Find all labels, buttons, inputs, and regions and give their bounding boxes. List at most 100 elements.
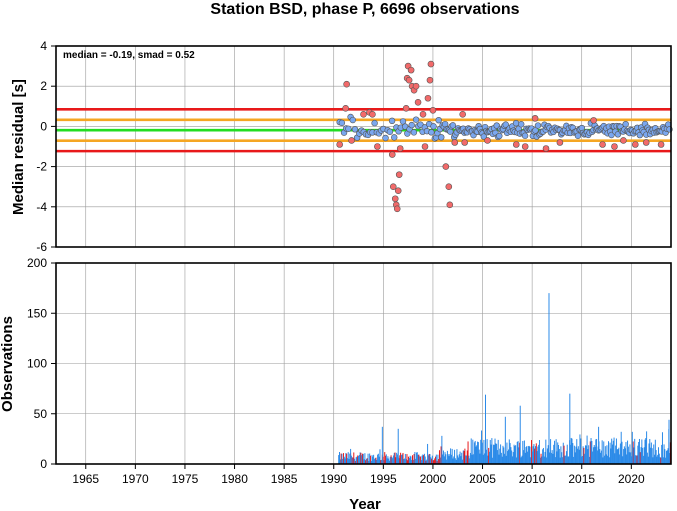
outlier-point (388, 151, 396, 158)
y-tick-label: 4 (40, 39, 47, 53)
residual-plot-frame (55, 45, 672, 248)
outlier-point (451, 139, 459, 146)
y-tick-label: 200 (27, 256, 47, 270)
x-tick-label: 2010 (519, 472, 546, 486)
y-tick-label: -6 (36, 240, 47, 254)
outlier-point (611, 143, 618, 150)
y-tick-label: 150 (27, 306, 47, 320)
outlier-point (414, 98, 422, 106)
residual-point (408, 121, 415, 129)
outlier-point (531, 115, 539, 122)
y-tick-label: 2 (40, 79, 47, 93)
y-tick-label: -2 (36, 160, 47, 174)
residual-point (502, 121, 509, 128)
x-tick-label: 2000 (420, 472, 447, 486)
x-tick-label: 1990 (320, 472, 347, 486)
outlier-point (445, 183, 453, 190)
outlier-point (631, 141, 639, 148)
outlier-point (442, 163, 450, 170)
residual-point (518, 121, 525, 128)
outlier-point (421, 143, 429, 150)
y-tick-label: 0 (40, 119, 47, 133)
outlier-point (642, 139, 650, 146)
residual-panel: -6 -4 -2 0 2 4 median = -0.19, smad = 0.52 Me… (10, 39, 673, 254)
residual-point (447, 128, 454, 135)
x-tick-label: 1980 (221, 472, 248, 486)
outlier-point (394, 187, 402, 195)
outlier-point (343, 80, 350, 88)
outlier-point (446, 201, 454, 209)
residual-point (532, 127, 539, 134)
residual-point (622, 120, 629, 128)
residual-point (480, 133, 488, 140)
outlier-point (389, 183, 397, 190)
outlier-point (395, 171, 403, 178)
residual-point (521, 132, 529, 139)
residual-point (496, 132, 503, 140)
outlier-point (393, 205, 401, 213)
outlier-point (419, 111, 427, 118)
observations-y-ticks: 0 50 100 150 200 (27, 256, 56, 471)
outlier-point (412, 82, 420, 90)
residual-point (391, 134, 398, 141)
residual-point (338, 119, 346, 127)
observations-panel: 0 50 100 150 200 1965 1970 1975 1980 1985 1990 199… (0, 256, 672, 511)
chart-title: Station BSD, phase P, 6696 observations (210, 1, 519, 18)
outlier-point (426, 76, 434, 84)
outlier-point (620, 137, 627, 144)
outlier-point (484, 137, 491, 144)
x-tick-label: 2005 (469, 472, 496, 486)
x-tick-label: 1975 (172, 472, 199, 486)
outlier-point (599, 141, 606, 148)
outlier-point (348, 137, 355, 144)
outlier-point (374, 143, 381, 150)
y-tick-label: -4 (36, 200, 47, 214)
x-tick-label: 2015 (568, 472, 595, 486)
y-tick-label: 50 (34, 407, 48, 421)
residual-point (388, 117, 396, 125)
x-tick-label: 1965 (72, 472, 99, 486)
outlier-point (405, 76, 413, 84)
residual-points (336, 60, 673, 213)
outlier-point (521, 143, 529, 150)
y-tick-label: 0 (40, 457, 47, 471)
residual-point (382, 134, 389, 142)
residual-point (349, 116, 356, 124)
outlier-point (427, 60, 435, 68)
outlier-point (542, 145, 550, 152)
x-tick-label: 1985 (271, 472, 298, 486)
residual-point (410, 129, 418, 136)
residual-point (438, 134, 445, 141)
outlier-point (391, 195, 399, 203)
outlier-point (461, 139, 468, 146)
residual-point (428, 129, 435, 136)
outlier-point (459, 111, 466, 118)
observation-bars (338, 293, 671, 464)
outlier-point (407, 66, 415, 74)
x-tick-label: 1995 (370, 472, 397, 486)
residual-point (412, 116, 420, 123)
x-tick-label: 2020 (618, 472, 645, 486)
outlier-point (342, 105, 349, 112)
x-tick-label: 1970 (122, 472, 149, 486)
outlier-point (360, 111, 367, 118)
residual-point (512, 119, 520, 127)
outlier-point (657, 141, 665, 148)
outlier-point (512, 141, 520, 148)
outlier-point (424, 94, 432, 102)
residual-y-ticks: -6 -4 -2 0 2 4 (36, 39, 56, 254)
year-x-axis-label: Year (349, 496, 381, 511)
y-tick-label: 100 (27, 357, 47, 371)
outlier-point (396, 145, 404, 152)
outlier-point (590, 117, 597, 124)
residual-point (371, 119, 378, 127)
residual-point (351, 126, 359, 133)
residual-point (435, 116, 442, 124)
outlier-point (556, 139, 564, 146)
year-x-ticks: 1965 1970 1975 1980 1985 1990 1995 2000 2005 2010… (72, 464, 645, 486)
residual-point (574, 132, 582, 139)
stats-annotation: median = -0.19, smad = 0.52 (63, 50, 195, 61)
observations-y-axis-label: Observations (0, 316, 16, 412)
residual-point (449, 122, 457, 129)
